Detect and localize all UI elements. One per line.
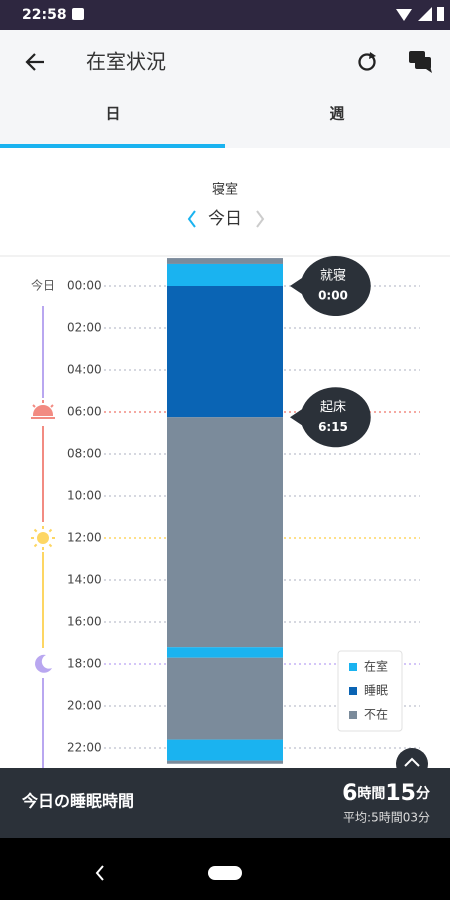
time-label: 04:00 (67, 363, 102, 377)
moon-icon (35, 654, 52, 673)
back-button[interactable] (25, 53, 44, 71)
time-label: 14:00 (67, 573, 102, 587)
battery-icon (437, 7, 444, 21)
chat-button[interactable] (409, 51, 432, 73)
hours-unit: 時間 (357, 785, 385, 802)
segment (167, 760, 283, 764)
segment (167, 739, 283, 761)
segment (167, 647, 283, 658)
callout-label: 就寝 (320, 268, 346, 284)
segment (167, 417, 283, 648)
legend-swatch (349, 711, 357, 719)
summary-label: 今日の睡眠時間 (21, 792, 134, 811)
sun-ray (33, 528, 38, 533)
time-label: 18:00 (67, 657, 102, 671)
sun-ray (48, 528, 53, 533)
room-name: 寝室 (212, 182, 238, 198)
sun-icon (37, 532, 49, 544)
prev-day[interactable] (187, 210, 196, 228)
nav-back[interactable] (95, 865, 104, 881)
hours: 6 (342, 781, 357, 806)
wifi-icon (396, 9, 412, 21)
sun-ray (48, 543, 53, 548)
callout-time: 6:15 (318, 420, 348, 434)
time-label: 06:00 (67, 405, 102, 419)
status-time: 22:58 (22, 7, 67, 23)
tab-week[interactable]: 週 (329, 105, 344, 123)
time-label: 00:00 (67, 279, 102, 293)
nav-home[interactable] (208, 866, 242, 880)
callout-label: 起床 (320, 400, 346, 415)
status-icon (72, 8, 84, 20)
segment (167, 657, 283, 740)
time-label: 02:00 (67, 321, 102, 335)
date-label: 今日 (208, 209, 242, 229)
timeline: 今日 00:00 02:00 04:00 06:00 08:00 10:00 12:00 14:… (31, 256, 428, 780)
sunrise-icon (31, 400, 55, 419)
status-bar (0, 0, 450, 30)
segment (167, 263, 283, 286)
time-label: 08:00 (67, 447, 102, 461)
legend-label: 在室 (364, 659, 388, 674)
callout-time: 0:00 (318, 289, 348, 303)
signal-icon (418, 7, 432, 21)
legend-label: 不在 (364, 708, 388, 722)
minutes: 15 (385, 781, 416, 806)
callout-bubble (290, 256, 371, 316)
time-label: 22:00 (67, 741, 102, 755)
summary-value: 6時間15分 (342, 781, 430, 806)
scroll-up-arrow (404, 757, 420, 767)
tab-indicator (0, 144, 225, 148)
segment (167, 286, 283, 418)
next-day (256, 210, 265, 228)
summary-bar (0, 768, 450, 838)
segment (167, 258, 283, 264)
tab-day[interactable]: 日 (105, 105, 120, 123)
legend-swatch (349, 663, 357, 671)
refresh-button[interactable] (358, 52, 377, 71)
app-bar (0, 30, 450, 148)
callout-bubble (290, 387, 371, 448)
summary-average: 平均:5時間03分 (343, 811, 430, 825)
legend-swatch (349, 687, 357, 695)
time-label: 20:00 (67, 699, 102, 713)
time-label: 16:00 (67, 615, 102, 629)
page-title: 在室状況 (86, 50, 166, 74)
legend-label: 睡眠 (364, 684, 388, 698)
minutes-unit: 分 (416, 786, 430, 802)
time-label: 10:00 (67, 489, 102, 503)
day-label: 今日 (31, 278, 55, 293)
time-label: 12:00 (67, 531, 102, 545)
sun-ray (33, 543, 38, 548)
